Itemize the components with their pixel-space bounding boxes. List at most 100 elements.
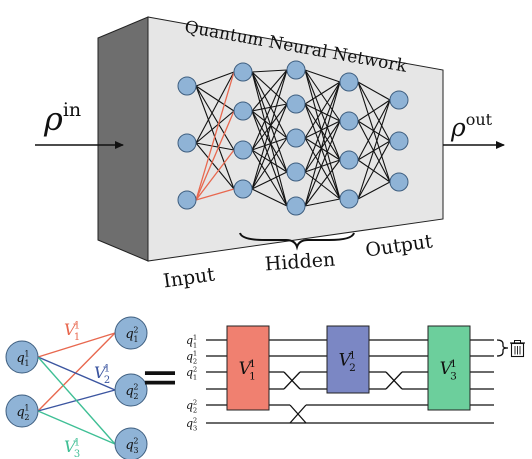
qubit-graph-edges <box>37 332 116 445</box>
network-node <box>233 101 253 121</box>
gate-v2-label-base: V <box>339 351 353 371</box>
gate-v2-label: V12 <box>339 349 356 374</box>
network-edge <box>304 81 341 139</box>
gate-v2-label-sub: 2 <box>349 362 356 374</box>
network-edge <box>304 69 341 200</box>
network-edge <box>357 140 391 200</box>
gate-v1 <box>226 325 270 411</box>
wire-label-base: q <box>186 334 193 347</box>
network-edge <box>251 69 288 112</box>
gate-v2-label-sup: 1 <box>349 349 356 361</box>
network-node <box>389 172 409 192</box>
network-edge <box>251 188 288 207</box>
edge-label-v2-base: V <box>94 363 107 382</box>
qubit-node-right <box>114 427 148 459</box>
network-edge <box>251 71 288 207</box>
edge-label-v3-sup: 1 <box>74 437 80 448</box>
network-node <box>286 162 306 182</box>
qubit-right-label-sup: 2 <box>133 326 138 335</box>
wire-label-sup: 2 <box>193 365 197 373</box>
network-edge <box>304 69 341 161</box>
edge-label-v2: V12 <box>94 363 110 386</box>
gate-v3-label-base: V <box>440 359 454 379</box>
network-edge <box>251 137 288 190</box>
network-edge <box>304 159 341 207</box>
network-edge <box>251 110 288 207</box>
network-edge <box>251 71 288 139</box>
network-node <box>177 133 197 153</box>
network-node <box>389 90 409 110</box>
qubit-right-label-base: q <box>125 438 133 453</box>
network-edge <box>357 81 391 183</box>
network-edge <box>304 69 341 83</box>
network-edge <box>357 120 391 183</box>
network-edge <box>251 171 288 190</box>
network-edge <box>357 99 391 200</box>
network-edge <box>304 120 341 207</box>
network-edge <box>357 181 391 200</box>
qubit-left-label: q 12 <box>16 404 29 423</box>
network-edge <box>251 103 288 151</box>
network-node <box>177 190 197 210</box>
network-edge <box>304 103 341 161</box>
wire-label-sub: 2 <box>193 407 197 415</box>
equals-sign: = <box>140 349 180 405</box>
network-edge <box>304 81 341 105</box>
network-edge <box>195 85 235 112</box>
gate-v3 <box>427 325 471 411</box>
network-edge <box>304 103 341 122</box>
network-edge <box>304 137 341 200</box>
wire-label-sub: 1 <box>193 374 197 382</box>
highlight-edge <box>195 110 235 201</box>
trash-icon <box>510 340 525 358</box>
qubit-edge <box>37 356 116 445</box>
wire-label-base: q <box>186 417 193 430</box>
network-node <box>286 128 306 148</box>
qubit-left-label-base: q <box>16 351 24 366</box>
edge-label-v1-sub: 1 <box>74 332 80 343</box>
network-edge <box>357 81 391 142</box>
wire-label: q 11 <box>186 333 197 349</box>
network-edge <box>357 99 391 122</box>
network-edges <box>195 69 391 207</box>
network-edge <box>195 85 235 151</box>
qubit-right-label: q 22 <box>125 383 138 402</box>
wire-label: q 22 <box>186 398 197 414</box>
wire-label-sup: 1 <box>193 349 197 357</box>
network-edge <box>304 81 341 207</box>
qubit-right-label-sub: 1 <box>133 335 138 344</box>
highlight-edge <box>195 188 235 201</box>
network-edge <box>304 198 341 207</box>
network-nodes <box>177 60 409 216</box>
edge-label-v1-base: V <box>64 320 77 339</box>
network-edge <box>251 69 288 73</box>
qubit-left-label-sub: 2 <box>24 413 29 422</box>
wire-label-sub: 1 <box>193 342 197 350</box>
network-edge <box>195 110 235 144</box>
highlight-edge <box>195 149 235 201</box>
network-edge <box>251 69 288 151</box>
network-node <box>177 76 197 96</box>
edge-label-v1-sup: 1 <box>74 320 80 331</box>
trash-brace <box>496 339 509 357</box>
qubit-node-left <box>5 394 39 428</box>
qubit-edge <box>37 332 116 412</box>
wire-label-base: q <box>186 399 193 412</box>
edge-label-v1: V11 <box>64 320 80 343</box>
network-edge <box>304 81 341 173</box>
network-edge <box>304 159 341 173</box>
gate-v2 <box>326 325 370 394</box>
gate-v3-label: V13 <box>440 358 457 383</box>
edge-label-v3-base: V <box>64 437 77 456</box>
network-node <box>339 189 359 209</box>
network-node <box>339 72 359 92</box>
network-edge <box>251 110 288 173</box>
edge-label-v2-sup: 1 <box>104 363 110 374</box>
qubit-left-label-sup: 1 <box>24 404 29 413</box>
qubit-right-label-sup: 2 <box>133 437 138 446</box>
network-node <box>339 111 359 131</box>
network-edge <box>251 103 288 112</box>
wire-label-sub: 3 <box>193 425 197 433</box>
network-edge <box>357 99 391 161</box>
